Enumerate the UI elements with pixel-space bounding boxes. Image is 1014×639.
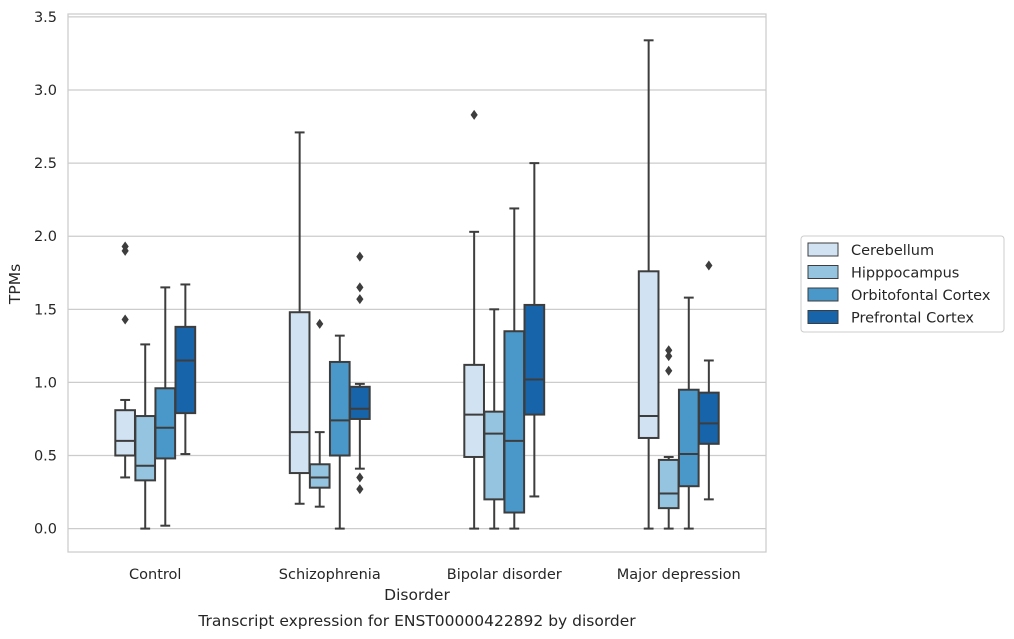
outlier-point xyxy=(121,314,129,325)
box-iqr xyxy=(308,463,331,489)
outlier-point xyxy=(356,472,364,483)
outlier-point xyxy=(316,318,324,329)
box-iqr xyxy=(463,363,485,458)
box-iqr xyxy=(677,388,700,488)
y-tick-label: 2.5 xyxy=(34,156,57,172)
legend-label: Cerebellum xyxy=(851,243,934,259)
x-tick-labels: Control Schizophrenia Bipolar disorder Majo… xyxy=(129,567,741,583)
y-tick-label: 2.0 xyxy=(34,229,57,245)
box-iqr xyxy=(134,415,157,482)
y-tick-label: 1.0 xyxy=(34,375,57,391)
box-cerebellum xyxy=(288,131,311,505)
box-iqr xyxy=(483,410,506,501)
box-hipppocampus xyxy=(308,318,331,508)
outlier-point xyxy=(705,260,713,271)
x-axis-title: Disorder xyxy=(384,586,450,604)
legend-swatch xyxy=(807,310,839,324)
box-series-layer xyxy=(114,39,720,530)
legend-frame xyxy=(800,235,1005,333)
box-iqr xyxy=(288,311,311,475)
outlier-point xyxy=(356,294,364,305)
box-cerebellum xyxy=(114,241,136,479)
x-tick-label: Schizophrenia xyxy=(279,567,381,583)
box-hipppocampus xyxy=(657,345,680,530)
box-prefrontal-cortex xyxy=(698,260,720,501)
box-iqr xyxy=(523,303,546,416)
legend-swatch xyxy=(807,265,839,279)
y-tick-label: 0.0 xyxy=(34,522,57,538)
y-axis-title: TPMs xyxy=(6,264,24,305)
y-tick-label: 0.5 xyxy=(34,449,57,465)
box-prefrontal-cortex xyxy=(349,251,371,495)
x-tick-label: Control xyxy=(129,567,181,583)
box-iqr xyxy=(154,387,177,460)
legend: Cerebellum Hipppocampus Orbitofontal Corte… xyxy=(800,235,1005,333)
box-iqr xyxy=(657,458,680,510)
outlier-point xyxy=(665,345,673,356)
x-tick-label: Major depression xyxy=(617,567,741,583)
x-tick-label: Bipolar disorder xyxy=(447,567,562,583)
y-tick-label: 3.0 xyxy=(34,83,57,99)
box-hipppocampus xyxy=(134,343,157,530)
outlier-point xyxy=(356,251,364,262)
legend-label: Prefrontal Cortex xyxy=(851,311,974,327)
box-iqr xyxy=(349,385,371,420)
legend-label: Hipppocampus xyxy=(851,266,959,282)
box-iqr xyxy=(114,409,136,457)
outlier-point xyxy=(665,351,673,362)
box-iqr xyxy=(174,325,197,415)
y-tick-label: 1.5 xyxy=(34,302,57,318)
outlier-point xyxy=(470,109,478,120)
box-orbitofontal-cortex xyxy=(154,286,177,527)
box-orbitofontal-cortex xyxy=(328,334,351,530)
figure-caption: Transcript expression for ENST0000042289… xyxy=(197,612,636,630)
outlier-point xyxy=(121,241,129,252)
box-orbitofontal-cortex xyxy=(677,296,700,530)
legend-label: Orbitofontal Cortex xyxy=(851,288,991,304)
box-iqr xyxy=(503,330,526,514)
box-cerebellum xyxy=(637,39,660,530)
box-iqr xyxy=(698,391,720,445)
outlier-point xyxy=(356,282,364,293)
box-iqr xyxy=(637,270,660,439)
box-hipppocampus xyxy=(483,308,506,530)
legend-swatch xyxy=(807,287,839,302)
y-tick-label: 3.5 xyxy=(34,10,57,26)
box-cerebellum xyxy=(463,109,485,530)
outlier-point xyxy=(356,484,364,495)
legend-swatch xyxy=(807,242,839,257)
box-prefrontal-cortex xyxy=(174,283,197,456)
plot-area-frame xyxy=(67,13,767,553)
y-tick-labels: 0.0 0.5 1.0 1.5 2.0 2.5 3.0 3.5 xyxy=(34,10,57,538)
box-iqr xyxy=(328,360,351,457)
outlier-point xyxy=(665,365,673,376)
box-prefrontal-cortex xyxy=(523,162,546,498)
box-orbitofontal-cortex xyxy=(503,207,526,530)
